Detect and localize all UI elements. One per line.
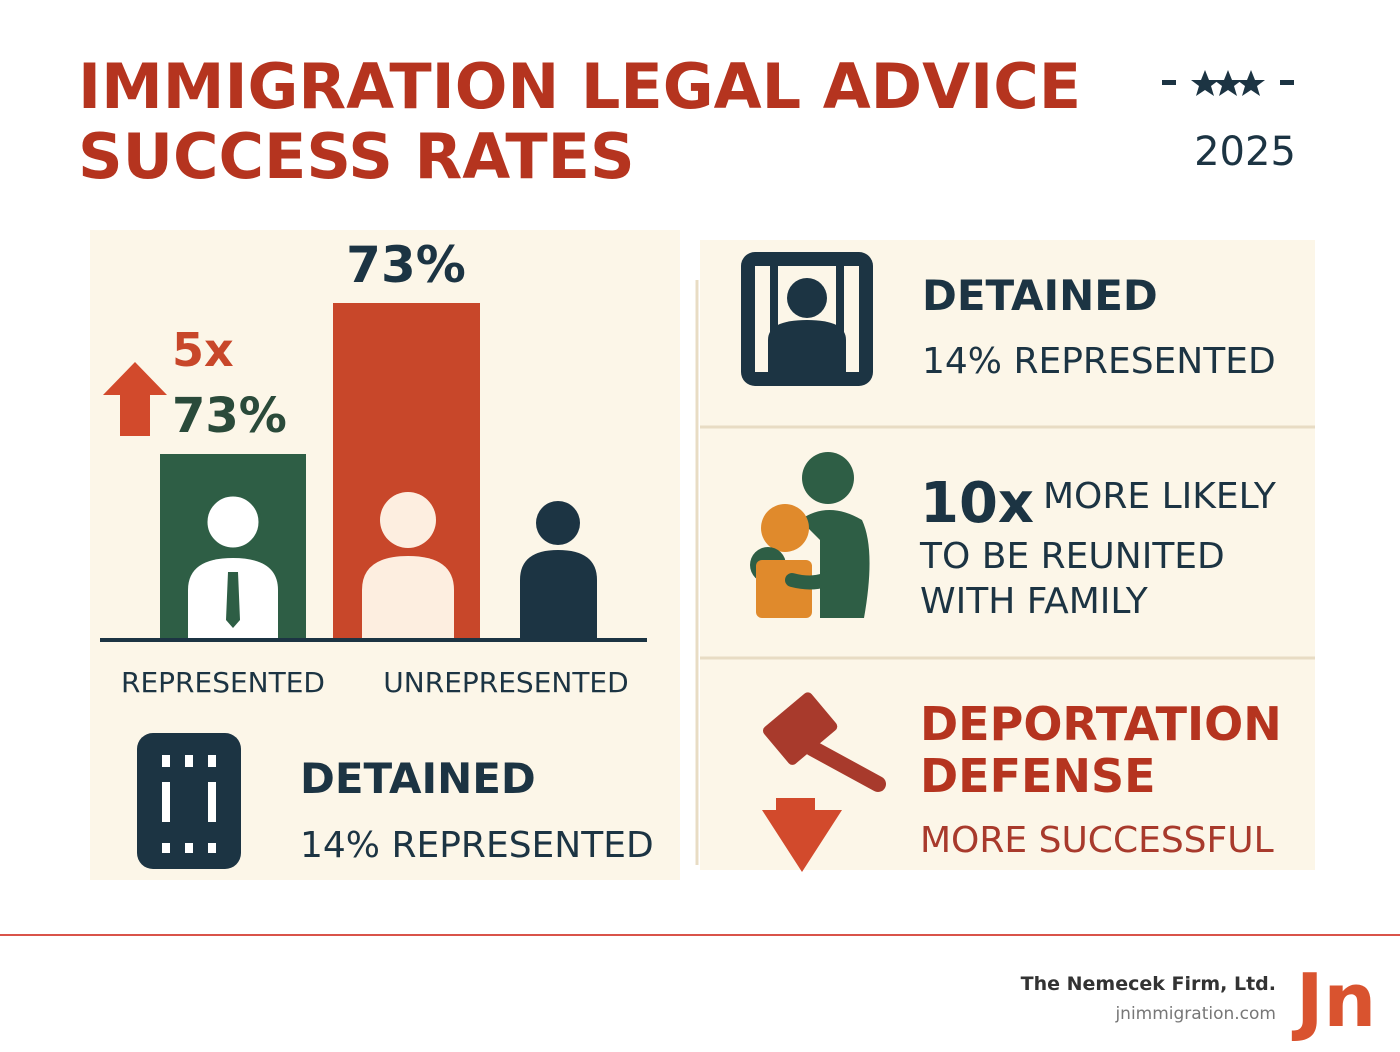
family-text: MORE LIKELY [1043,476,1277,517]
year: 2025 [1194,129,1296,175]
multiplier: 5x [172,323,234,377]
website: jnimmigration.com [1114,1004,1276,1024]
jail-icon [137,733,241,869]
person-icon [188,492,597,640]
category-label: REPRESENTED [121,666,325,699]
deportation-text: MORE SUCCESSFUL [920,820,1274,861]
category-label: UNREPRESENTED [383,666,628,699]
multiplier: 10x [920,471,1034,536]
family-text: TO BE REUNITED [919,536,1225,577]
family-icon [750,452,870,618]
stars-ornament [1162,70,1294,96]
title: SUCCESS RATES [78,120,635,193]
deportation-title: DEFENSE [920,749,1156,803]
detained-text: 14% REPRESENTED [300,825,654,866]
jail-icon [741,252,873,386]
title: IMMIGRATION LEGAL ADVICE [78,50,1081,123]
stat-value: 73% [172,388,287,444]
detained-title: DETAINED [300,754,536,803]
logo: Jn [1291,958,1376,1044]
gavel-icon [762,692,886,872]
firm-name: The Nemecek Firm, Ltd. [1021,973,1276,995]
family-text: WITH FAMILY [920,581,1149,622]
up-arrow [103,362,167,436]
detained-title: DETAINED [922,271,1158,320]
detained-text: 14% REPRESENTED [922,341,1276,382]
deportation-title: DEPORTATION [920,697,1282,751]
stat-value: 73% [346,236,466,294]
